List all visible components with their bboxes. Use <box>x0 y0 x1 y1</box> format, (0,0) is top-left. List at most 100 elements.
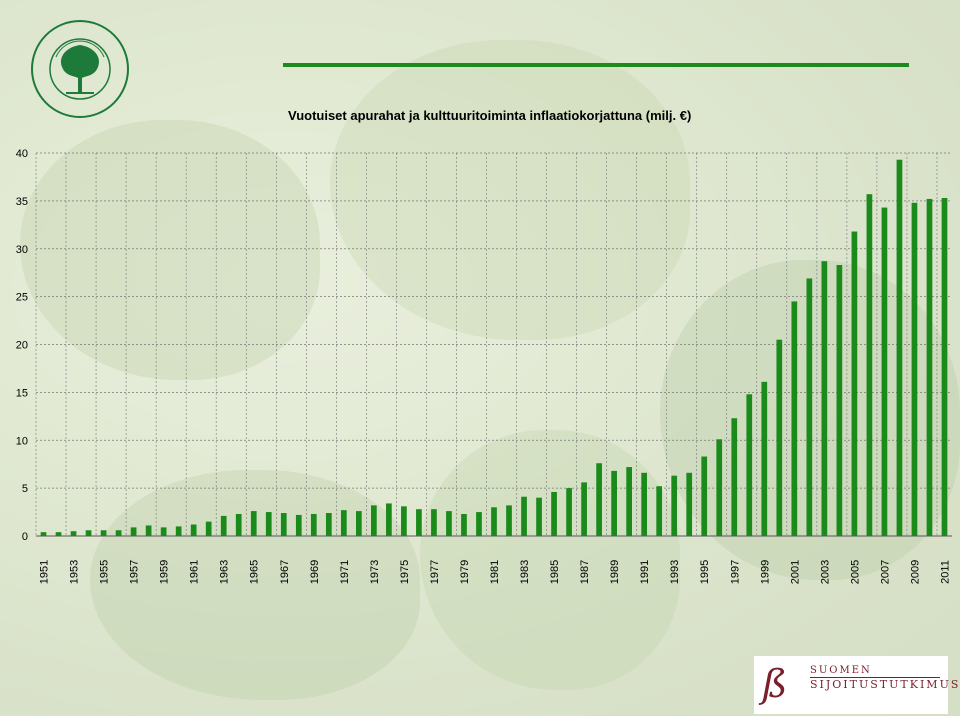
bar-1955 <box>100 530 107 536</box>
bar-1957 <box>130 527 137 536</box>
x-tick-label: 1967 <box>279 560 291 584</box>
bar-1980 <box>476 512 482 536</box>
bar-1977 <box>431 509 437 536</box>
bar-2004 <box>836 265 843 536</box>
x-tick-label: 1981 <box>489 560 501 584</box>
bar-1956 <box>115 530 122 536</box>
x-tick-label: 2007 <box>879 560 891 584</box>
bar-1969 <box>310 513 317 536</box>
bar-2001 <box>791 301 798 536</box>
bar-1985 <box>551 491 557 536</box>
x-tick-label: 1955 <box>99 560 111 584</box>
bar-1976 <box>416 509 422 536</box>
bar-1998 <box>746 394 753 536</box>
logo-line-1: SUOMEN <box>810 665 872 676</box>
y-tick-label: 30 <box>16 244 28 256</box>
bar-1966 <box>265 512 272 536</box>
x-tick-label: 2001 <box>789 560 801 584</box>
bar-1996 <box>716 439 723 536</box>
x-tick-label: 1995 <box>699 560 711 584</box>
chart-title: Vuotuiset apurahat ja kulttuuritoiminta … <box>288 108 692 123</box>
x-tick-label: 1961 <box>189 560 201 584</box>
bar-1981 <box>491 507 497 536</box>
x-tick-label: 1993 <box>669 560 681 584</box>
x-tick-label: 1965 <box>249 560 261 584</box>
x-tick-label: 2003 <box>819 560 831 584</box>
bar-1962 <box>205 521 212 536</box>
bar-2005 <box>851 231 858 536</box>
bar-1983 <box>521 496 527 536</box>
x-tick-label: 1959 <box>159 560 171 584</box>
logo-rule <box>810 677 940 678</box>
x-tick-label: 2011 <box>939 560 951 584</box>
logo-line-2: SIJOITUSTUTKIMUS <box>810 678 960 691</box>
bar-1989 <box>611 470 617 536</box>
x-tick-label: 1985 <box>549 560 561 584</box>
bar-1967 <box>280 513 287 536</box>
y-tick-label: 25 <box>16 292 28 304</box>
x-tick-label: 1963 <box>219 560 231 584</box>
bar-1979 <box>461 513 467 536</box>
bar-1963 <box>220 515 227 536</box>
x-tick-label: 1971 <box>339 560 351 584</box>
bar-1952 <box>55 532 62 536</box>
bar-1991 <box>641 472 648 536</box>
x-tick-label: 1969 <box>309 560 321 584</box>
bar-2010 <box>926 198 933 536</box>
title-rule <box>283 63 909 67</box>
bar-2007 <box>881 207 888 536</box>
x-tick-label: 1953 <box>69 560 81 584</box>
bar-1973 <box>371 505 377 536</box>
y-tick-label: 0 <box>22 531 28 543</box>
bar-1994 <box>686 472 693 536</box>
bar-1975 <box>401 506 407 536</box>
bar-1968 <box>295 514 302 536</box>
bar-1971 <box>340 510 347 536</box>
bar-1984 <box>536 497 542 536</box>
x-tick-label: 1951 <box>39 560 51 584</box>
x-tick-label: 1977 <box>429 560 441 584</box>
x-tick-label: 1991 <box>639 560 651 584</box>
x-tick-label: 1999 <box>759 560 771 584</box>
x-tick-label: 1989 <box>609 560 621 584</box>
sijoitustutkimus-logo: ß SUOMEN SIJOITUSTUTKIMUS <box>754 656 958 714</box>
bar-1974 <box>386 503 392 536</box>
x-tick-label: 2005 <box>849 560 861 584</box>
bar-1965 <box>250 511 257 536</box>
y-tick-label: 35 <box>16 196 28 208</box>
x-tick-label: 1957 <box>129 560 141 584</box>
bar-1954 <box>85 530 92 536</box>
y-tick-label: 15 <box>16 387 28 399</box>
bar-1972 <box>355 511 362 536</box>
y-tick-label: 5 <box>22 483 28 495</box>
bar-1959 <box>160 527 167 536</box>
y-tick-label: 40 <box>16 148 28 160</box>
kulttuurirahasto-logo <box>26 17 134 121</box>
bar-2002 <box>806 278 813 536</box>
bar-1997 <box>731 418 738 536</box>
x-tick-label: 1979 <box>459 560 471 584</box>
x-tick-label: 1975 <box>399 560 411 584</box>
bar-1995 <box>701 456 708 536</box>
x-tick-label: 2009 <box>909 560 921 584</box>
bar-1960 <box>175 526 182 536</box>
bar-1992 <box>656 486 663 536</box>
bar-1958 <box>145 525 152 536</box>
beta-logo-icon: ß <box>762 662 788 706</box>
bar-1964 <box>235 513 242 536</box>
bar-1982 <box>506 505 512 536</box>
bar-1993 <box>671 475 678 536</box>
bar-2008 <box>896 159 903 536</box>
bar-1953 <box>70 531 77 536</box>
bar-1961 <box>190 524 197 536</box>
bar-1986 <box>566 488 572 536</box>
bar-2003 <box>821 261 828 536</box>
x-tick-label: 1987 <box>579 560 591 584</box>
bar-1951 <box>40 532 47 536</box>
x-tick-label: 1997 <box>729 560 741 584</box>
x-tick-label: 1973 <box>369 560 381 584</box>
bar-1988 <box>596 463 602 536</box>
bar-1978 <box>446 511 452 536</box>
